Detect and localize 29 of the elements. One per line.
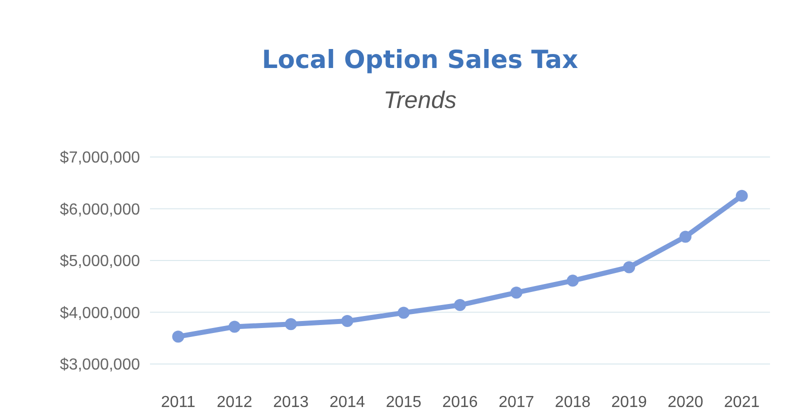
x-tick-label: 2021 bbox=[724, 394, 760, 411]
point bbox=[566, 274, 579, 287]
x-tick-label: 2016 bbox=[442, 394, 478, 411]
y-tick-label: $3,000,000 bbox=[60, 356, 140, 374]
y-tick-label: $5,000,000 bbox=[60, 253, 140, 270]
y-tick-label: $4,000,000 bbox=[60, 304, 140, 322]
point bbox=[510, 286, 522, 299]
point bbox=[172, 330, 184, 343]
point bbox=[736, 190, 748, 202]
point bbox=[341, 315, 354, 328]
point bbox=[228, 320, 241, 333]
x-tick-label: 2018 bbox=[554, 394, 591, 411]
chart-subtitle: Trends bbox=[384, 87, 456, 114]
x-tick-label: 2014 bbox=[329, 394, 366, 411]
point bbox=[623, 261, 636, 274]
x-tick-label: 2012 bbox=[216, 394, 252, 411]
x-tick-label: 2013 bbox=[273, 394, 309, 411]
point bbox=[284, 318, 297, 330]
y-tick-label: $7,000,000 bbox=[60, 150, 140, 167]
x-tick-label: 2017 bbox=[498, 394, 534, 411]
chart-title: Local Option Sales Tax bbox=[262, 45, 578, 74]
point bbox=[679, 230, 692, 243]
point bbox=[398, 306, 410, 319]
point bbox=[454, 299, 466, 312]
x-tick-label: 2011 bbox=[160, 394, 196, 411]
y-tick-label: $6,000,000 bbox=[60, 201, 140, 218]
x-tick-label: 2020 bbox=[668, 394, 704, 411]
x-tick-label: 2015 bbox=[386, 394, 422, 411]
x-tick-label: 2019 bbox=[611, 394, 647, 411]
